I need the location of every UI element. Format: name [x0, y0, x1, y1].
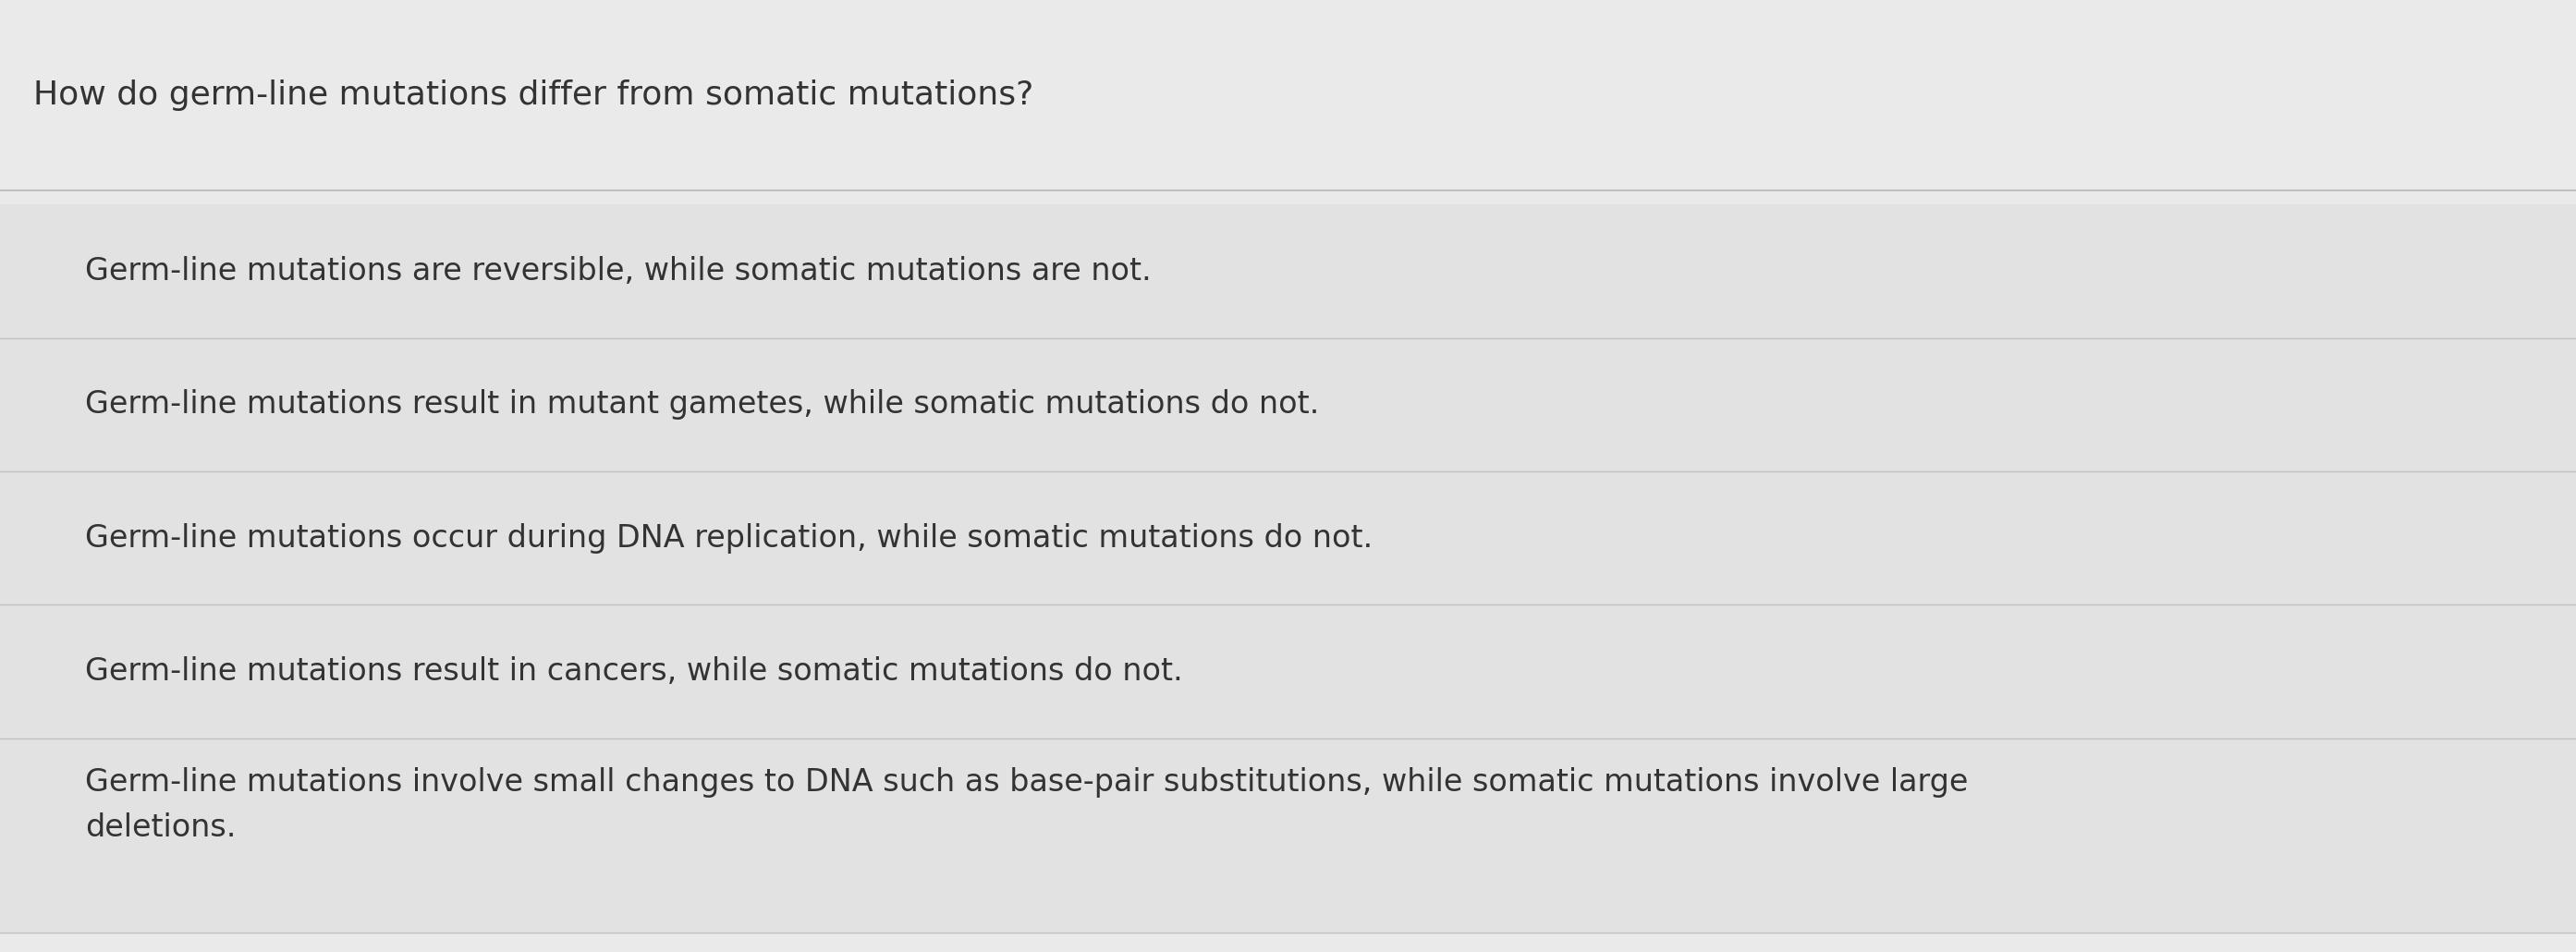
Text: Germ-line mutations are reversible, while somatic mutations are not.: Germ-line mutations are reversible, whil… — [85, 256, 1151, 287]
FancyBboxPatch shape — [0, 0, 2576, 190]
FancyBboxPatch shape — [0, 605, 2576, 738]
FancyBboxPatch shape — [0, 338, 2576, 471]
Text: Germ-line mutations involve small changes to DNA such as base-pair substitutions: Germ-line mutations involve small change… — [85, 767, 1968, 843]
Text: Germ-line mutations occur during DNA replication, while somatic mutations do not: Germ-line mutations occur during DNA rep… — [85, 523, 1373, 553]
Text: Germ-line mutations result in cancers, while somatic mutations do not.: Germ-line mutations result in cancers, w… — [85, 656, 1182, 686]
FancyBboxPatch shape — [0, 205, 2576, 338]
Text: Germ-line mutations result in mutant gametes, while somatic mutations do not.: Germ-line mutations result in mutant gam… — [85, 389, 1319, 420]
FancyBboxPatch shape — [0, 738, 2576, 933]
Text: How do germ-line mutations differ from somatic mutations?: How do germ-line mutations differ from s… — [33, 79, 1033, 111]
FancyBboxPatch shape — [0, 471, 2576, 605]
